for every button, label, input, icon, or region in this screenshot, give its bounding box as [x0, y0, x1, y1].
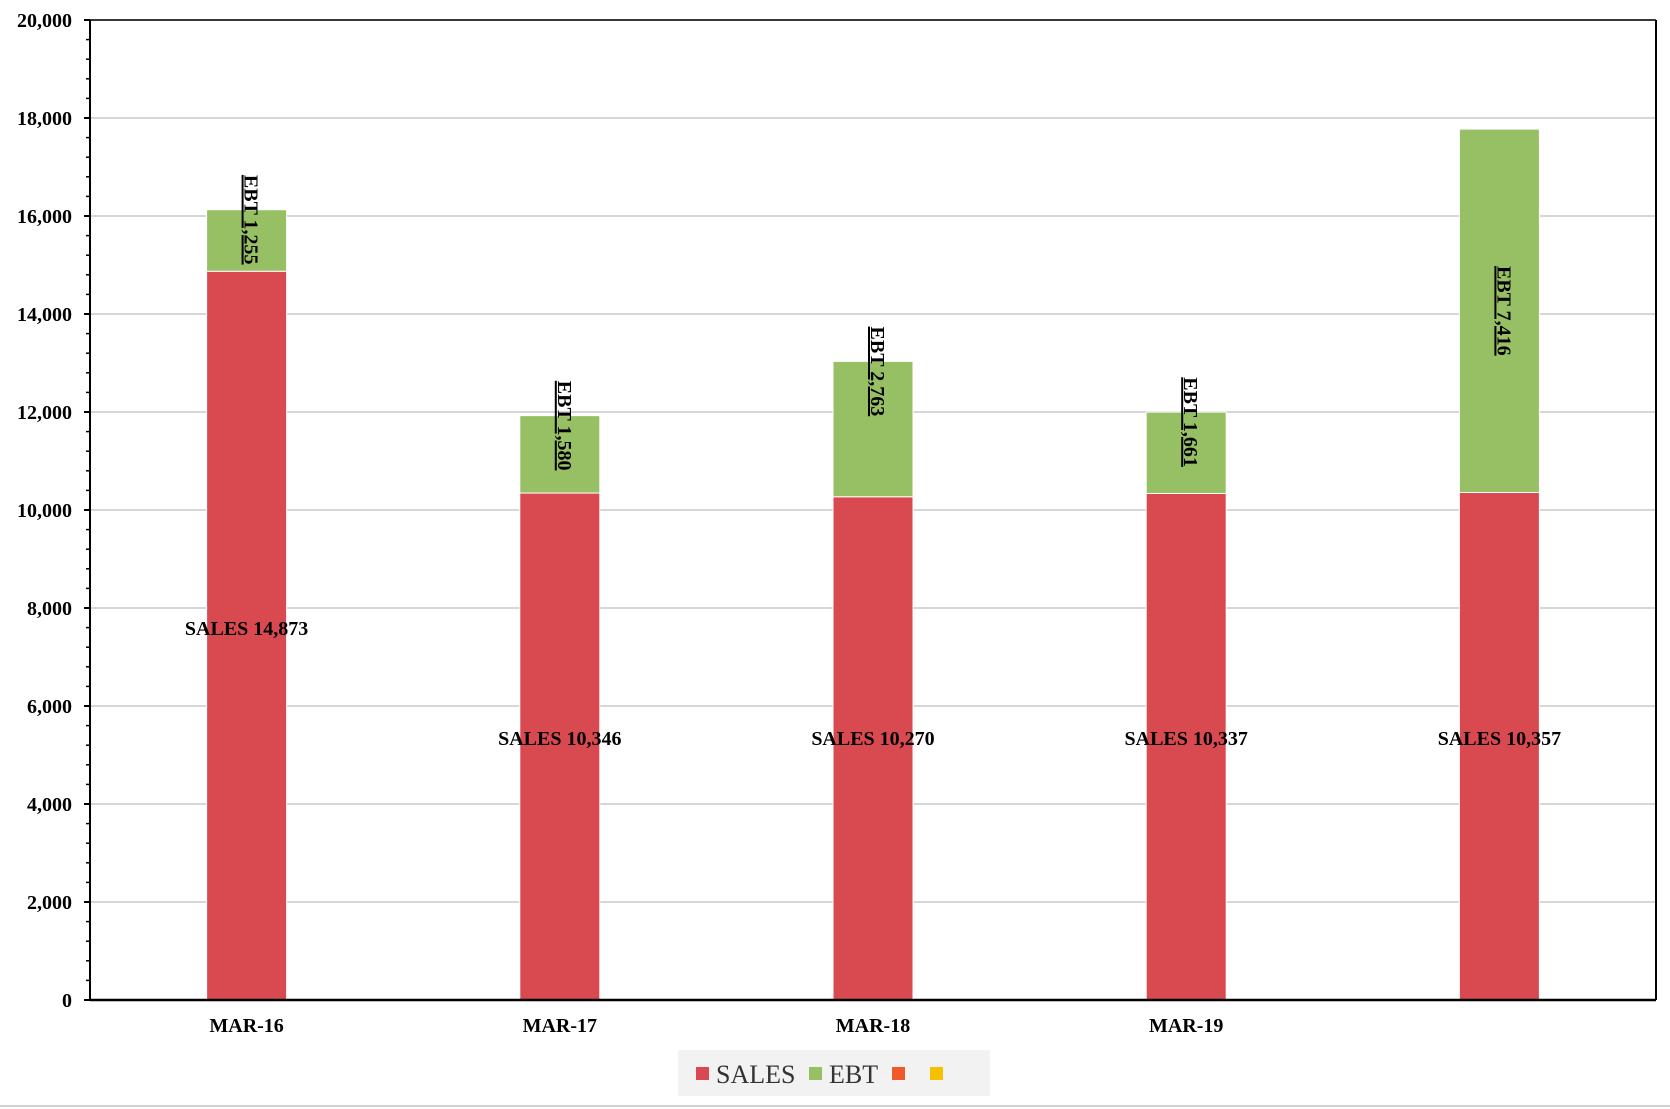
ebt-data-label-4: EBT 7,416	[1492, 266, 1514, 356]
ebt-data-label-0: EBT 1,255	[240, 175, 262, 265]
y-tick-label-4: 8,000	[27, 598, 72, 620]
sales-data-label-4: SALES 10,357	[1438, 728, 1561, 750]
bar-ebt-1	[519, 415, 601, 494]
bars	[206, 128, 1540, 1001]
legend-swatch-0	[696, 1067, 709, 1080]
bar-sales-3	[1145, 492, 1227, 1001]
bar-ebt-4	[1458, 128, 1540, 494]
bar-ebt-3	[1145, 411, 1227, 494]
legend-swatch-1	[809, 1067, 822, 1080]
sales-data-label-3: SALES 10,337	[1125, 728, 1248, 750]
bar-sales-2	[832, 496, 914, 1001]
y-tick-label-1: 2,000	[27, 892, 72, 914]
x-tick-label-2: MAR-18	[836, 1015, 910, 1037]
ebt-data-label-3: EBT 1,661	[1179, 377, 1201, 467]
axes: MAR-16 MAR-17 MAR-18 MAR-19 0 2,000 4,000 6,000…	[0, 10, 1670, 1107]
y-tick-label-7: 14,000	[17, 304, 72, 326]
data-labels: SALES 14,873 EBT 1,255 SALES 10,346 EBT 1,5…	[185, 175, 1561, 750]
ebt-data-label-2: EBT 2,763	[866, 327, 888, 417]
bar-ebt-2	[832, 360, 914, 498]
y-tick-label-10: 20,000	[17, 10, 72, 32]
y-tick-label-0: 0	[62, 990, 72, 1012]
bar-sales-4	[1458, 492, 1540, 1001]
legend-swatch-3	[930, 1067, 943, 1080]
legend: SALES EBT	[678, 1050, 990, 1096]
legend-label-0: SALES	[716, 1060, 795, 1089]
y-tick-label-8: 16,000	[17, 206, 72, 228]
sales-data-label-1: SALES 10,346	[498, 728, 621, 750]
x-tick-label-0: MAR-16	[209, 1015, 283, 1037]
x-tick-label-3: MAR-19	[1149, 1015, 1223, 1037]
legend-label-1: EBT	[829, 1060, 878, 1089]
y-tick-label-3: 6,000	[27, 696, 72, 718]
bar-ebt-0	[206, 209, 288, 272]
x-tick-label-1: MAR-17	[523, 1015, 597, 1037]
y-tick-label-5: 10,000	[17, 500, 72, 522]
ebt-data-label-1: EBT 1,580	[553, 381, 575, 471]
y-tick-label-9: 18,000	[17, 108, 72, 130]
sales-data-label-0: SALES 14,873	[185, 618, 308, 640]
y-tick-label-2: 4,000	[27, 794, 72, 816]
legend-swatch-2	[892, 1067, 905, 1080]
sales-data-label-2: SALES 10,270	[811, 728, 934, 750]
y-tick-label-6: 12,000	[17, 402, 72, 424]
